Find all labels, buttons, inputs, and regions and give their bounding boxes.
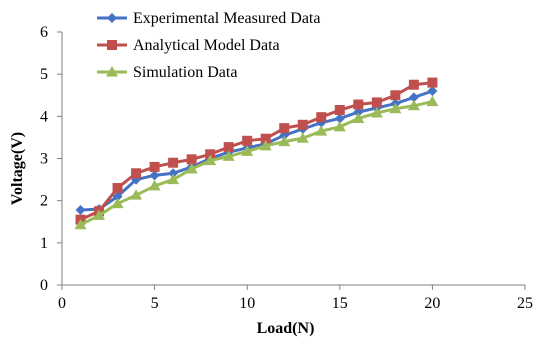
legend-label: Analytical Model Data [133, 37, 280, 54]
axes [57, 31, 526, 290]
x-tick-label: 25 [517, 295, 533, 312]
data-point [75, 204, 86, 215]
data-point [353, 99, 364, 110]
data-point [186, 154, 197, 165]
data-point [390, 90, 401, 101]
data-point [185, 163, 198, 174]
y-tick-label: 0 [40, 277, 48, 294]
series-line [79, 100, 433, 227]
data-point [407, 99, 420, 111]
data-point [427, 86, 438, 97]
y-tick-label: 1 [40, 235, 48, 252]
legend-item: Simulation Data [97, 64, 237, 81]
legend-marker [107, 13, 117, 23]
data-point [93, 209, 106, 220]
data-point [426, 95, 439, 107]
data-point [131, 168, 142, 179]
x-axis-title: Load(N) [257, 320, 315, 337]
data-point [242, 135, 253, 146]
data-point [260, 133, 271, 144]
data-point [352, 112, 365, 123]
x-tick-label: 10 [239, 295, 255, 312]
data-point [168, 168, 179, 179]
data-point [112, 183, 123, 194]
legend-item: Analytical Model Data [97, 37, 280, 54]
data-point [408, 92, 419, 103]
data-point [223, 142, 234, 153]
data-point [279, 123, 290, 134]
data-point [111, 197, 124, 209]
data-point [371, 97, 382, 108]
series-layer [74, 77, 439, 230]
y-tick-label: 3 [40, 151, 48, 168]
data-point [297, 119, 308, 130]
x-tick-label: 15 [332, 295, 348, 312]
legend-marker [107, 40, 117, 50]
data-point [204, 154, 217, 166]
data-point [389, 102, 402, 114]
series-1 [75, 86, 438, 215]
series-3 [74, 95, 439, 230]
y-tick-label: 5 [40, 66, 48, 83]
data-point [74, 218, 87, 230]
data-point [353, 107, 364, 118]
data-point [222, 150, 235, 161]
tick-labels: 0 1 2 3 4 5 6 0 5 10 15 20 25 [40, 24, 533, 312]
data-point [334, 113, 345, 124]
legend-label: Experimental Measured Data [133, 10, 320, 27]
data-point [205, 149, 216, 160]
data-point [168, 157, 179, 168]
data-point [333, 120, 346, 132]
data-point [112, 191, 123, 202]
data-point [334, 105, 345, 116]
legend-label: Simulation Data [133, 64, 237, 81]
x-tick-label: 0 [58, 295, 66, 312]
legend: Experimental Measured Data Analytical Mod… [97, 10, 320, 81]
x-tick-label: 5 [151, 295, 159, 312]
x-tick-label: 20 [424, 295, 440, 312]
data-point [241, 145, 254, 156]
data-point [130, 189, 143, 200]
data-point [259, 139, 272, 151]
data-point [370, 106, 383, 118]
legend-marker [106, 66, 118, 77]
y-tick-label: 4 [40, 108, 48, 125]
data-point [149, 170, 160, 181]
data-point [315, 125, 328, 136]
data-point [278, 135, 291, 147]
data-point [408, 79, 419, 90]
data-point [316, 112, 327, 123]
y-tick-label: 2 [40, 193, 48, 210]
y-tick-label: 6 [40, 24, 48, 41]
series-2 [75, 77, 438, 225]
y-axis-title: Voltage(V) [9, 132, 26, 205]
legend-item: Experimental Measured Data [97, 10, 320, 27]
data-point [167, 173, 180, 185]
data-point [148, 179, 161, 191]
data-point [296, 132, 309, 143]
data-point [427, 77, 438, 88]
data-point [149, 161, 160, 172]
